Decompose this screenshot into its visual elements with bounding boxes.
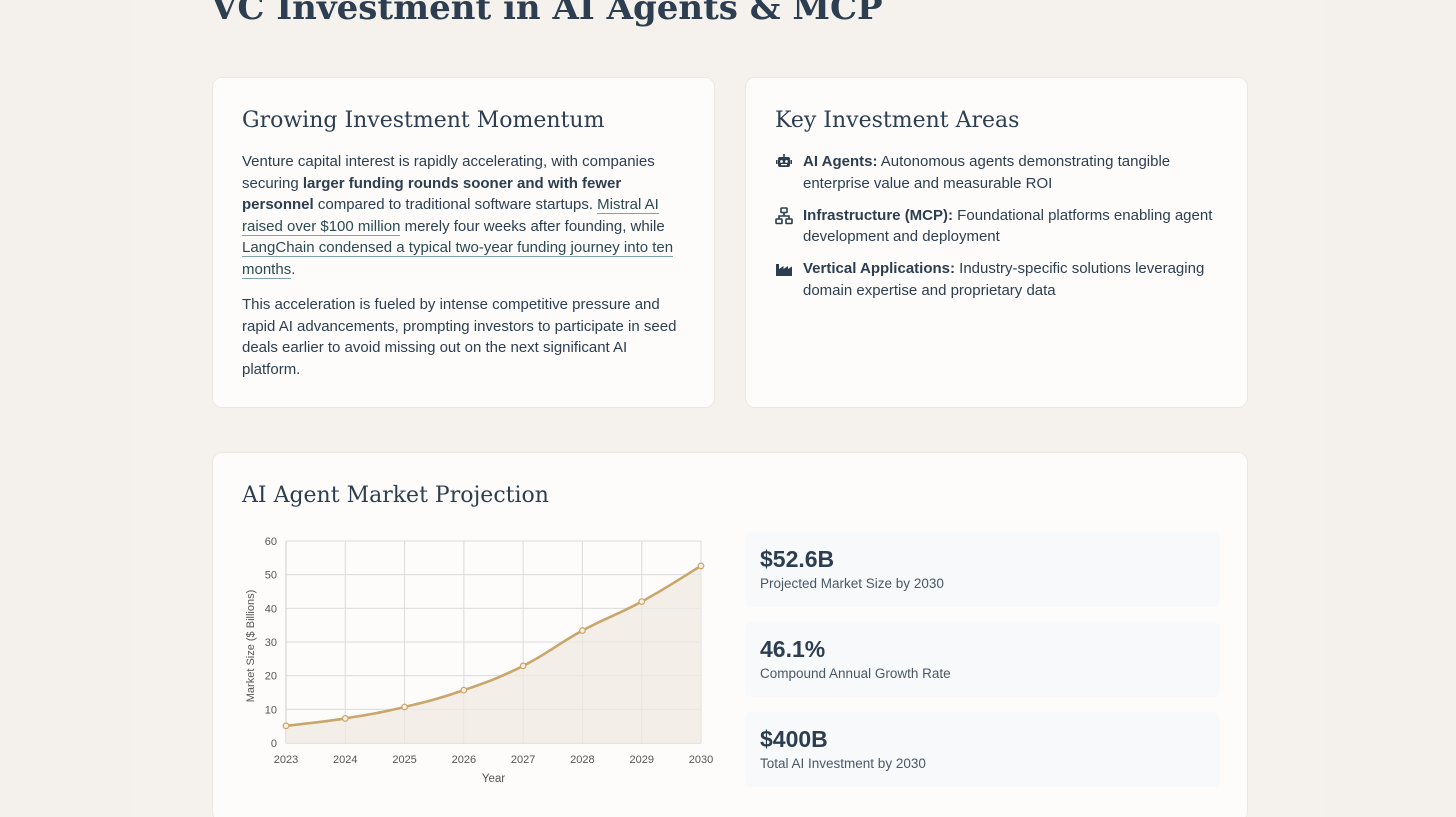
y-tick-label: 10 <box>265 704 277 716</box>
y-tick-label: 0 <box>271 738 277 750</box>
momentum-text-4: . <box>291 260 296 278</box>
data-point <box>697 562 705 570</box>
mistral-link[interactable]: Mistral AI raised over $100 million <box>242 196 659 236</box>
data-point <box>341 715 349 722</box>
data-point <box>401 703 408 711</box>
y-tick-label: 60 <box>265 536 277 548</box>
momentum-text-2: compared to traditional software startup… <box>313 196 598 214</box>
x-axis-label: Year <box>482 773 505 785</box>
x-tick-label: 2029 <box>629 754 653 766</box>
areas-list: AI Agents: Autonomous agents demonstrati… <box>775 151 1225 312</box>
y-tick-label: 30 <box>265 637 277 649</box>
stat-value: $52.6B <box>760 546 835 572</box>
data-point <box>638 598 646 605</box>
network-icon <box>775 206 793 224</box>
momentum-paragraph-2: This acceleration is fueled by intense c… <box>242 296 677 378</box>
data-point <box>579 627 586 634</box>
robot-icon <box>776 154 792 167</box>
industry-icon <box>776 264 792 277</box>
y-tick-label: 50 <box>265 570 277 582</box>
x-tick-label: 2028 <box>570 754 594 766</box>
momentum-heading: Growing Investment Momentum <box>242 108 605 133</box>
areas-heading: Key Investment Areas <box>775 108 1020 133</box>
langchain-link[interactable]: LangChain condensed a typical two-year f… <box>242 239 674 279</box>
x-tick-label: 2023 <box>274 754 298 766</box>
area-label-infrastructure: Infrastructure (MCP): <box>803 206 954 224</box>
area-label-vertical-applications: Vertical Applications: <box>803 260 955 278</box>
y-axis-label: Market Size ($ Billions) <box>245 590 257 702</box>
series-area <box>286 565 701 743</box>
momentum-paragraph-1: Venture capital interest is rapidly acce… <box>242 151 687 281</box>
data-point <box>460 686 468 694</box>
data-point <box>282 722 290 730</box>
areas-card: Key Investment Areas AI Agents: Autonomo… <box>745 77 1248 408</box>
projection-heading: AI Agent Market Projection <box>242 483 549 508</box>
momentum-text-3: merely four weeks after founding, while <box>400 217 665 235</box>
stat-label: Projected Market Size by 2030 <box>760 576 944 591</box>
area-text-infrastructure: Foundational platforms enabling agent de… <box>803 206 1213 246</box>
area-item-infrastructure: Infrastructure (MCP): Foundational platf… <box>775 205 1225 248</box>
x-tick-label: 2026 <box>452 754 476 766</box>
y-tick-label: 20 <box>265 671 277 683</box>
x-tick-label: 2027 <box>511 754 535 766</box>
data-point <box>519 662 527 670</box>
stat-cagr: 46.1% Compound Annual Growth Rate <box>745 622 1220 697</box>
x-tick-label: 2025 <box>392 754 416 766</box>
y-tick-label: 40 <box>265 603 277 615</box>
area-text-ai-agents: Autonomous agents demonstrating tangible… <box>803 153 1171 192</box>
stat-market-size: $52.6B Projected Market Size by 2030 <box>745 532 1220 607</box>
projection-card: AI Agent Market Projection 0 10 20 30 40 50 60… <box>212 452 1248 817</box>
stat-value: $400B <box>760 726 828 752</box>
stat-value: 46.1% <box>760 636 826 662</box>
x-tick-label: 2030 <box>689 754 713 766</box>
stat-label: Compound Annual Growth Rate <box>760 666 951 681</box>
x-tick-label: 2024 <box>333 754 357 766</box>
area-item-vertical-applications: Vertical Applications: Industry-specific… <box>775 258 1225 301</box>
momentum-card: Growing Investment Momentum Venture capi… <box>212 77 715 408</box>
momentum-highlight: larger funding rounds sooner and with fe… <box>242 174 622 214</box>
area-text-vertical-applications: Industry-specific solutions leveraging d… <box>803 260 1205 299</box>
momentum-text-1: Venture capital interest is rapidly acce… <box>242 153 655 192</box>
area-label-ai-agents: AI Agents: <box>803 153 878 170</box>
page-title: VC Investment in AI Agents & MCP <box>211 0 883 28</box>
stat-total-investment: $400B Total AI Investment by 2030 <box>745 712 1220 787</box>
stat-label: Total AI Investment by 2030 <box>760 756 926 771</box>
market-chart: 0 10 20 30 40 50 60 2023 2024 2025 2026 2027 2028 202… <box>241 531 721 789</box>
area-item-ai-agents: AI Agents: Autonomous agents demonstrati… <box>775 151 1225 194</box>
